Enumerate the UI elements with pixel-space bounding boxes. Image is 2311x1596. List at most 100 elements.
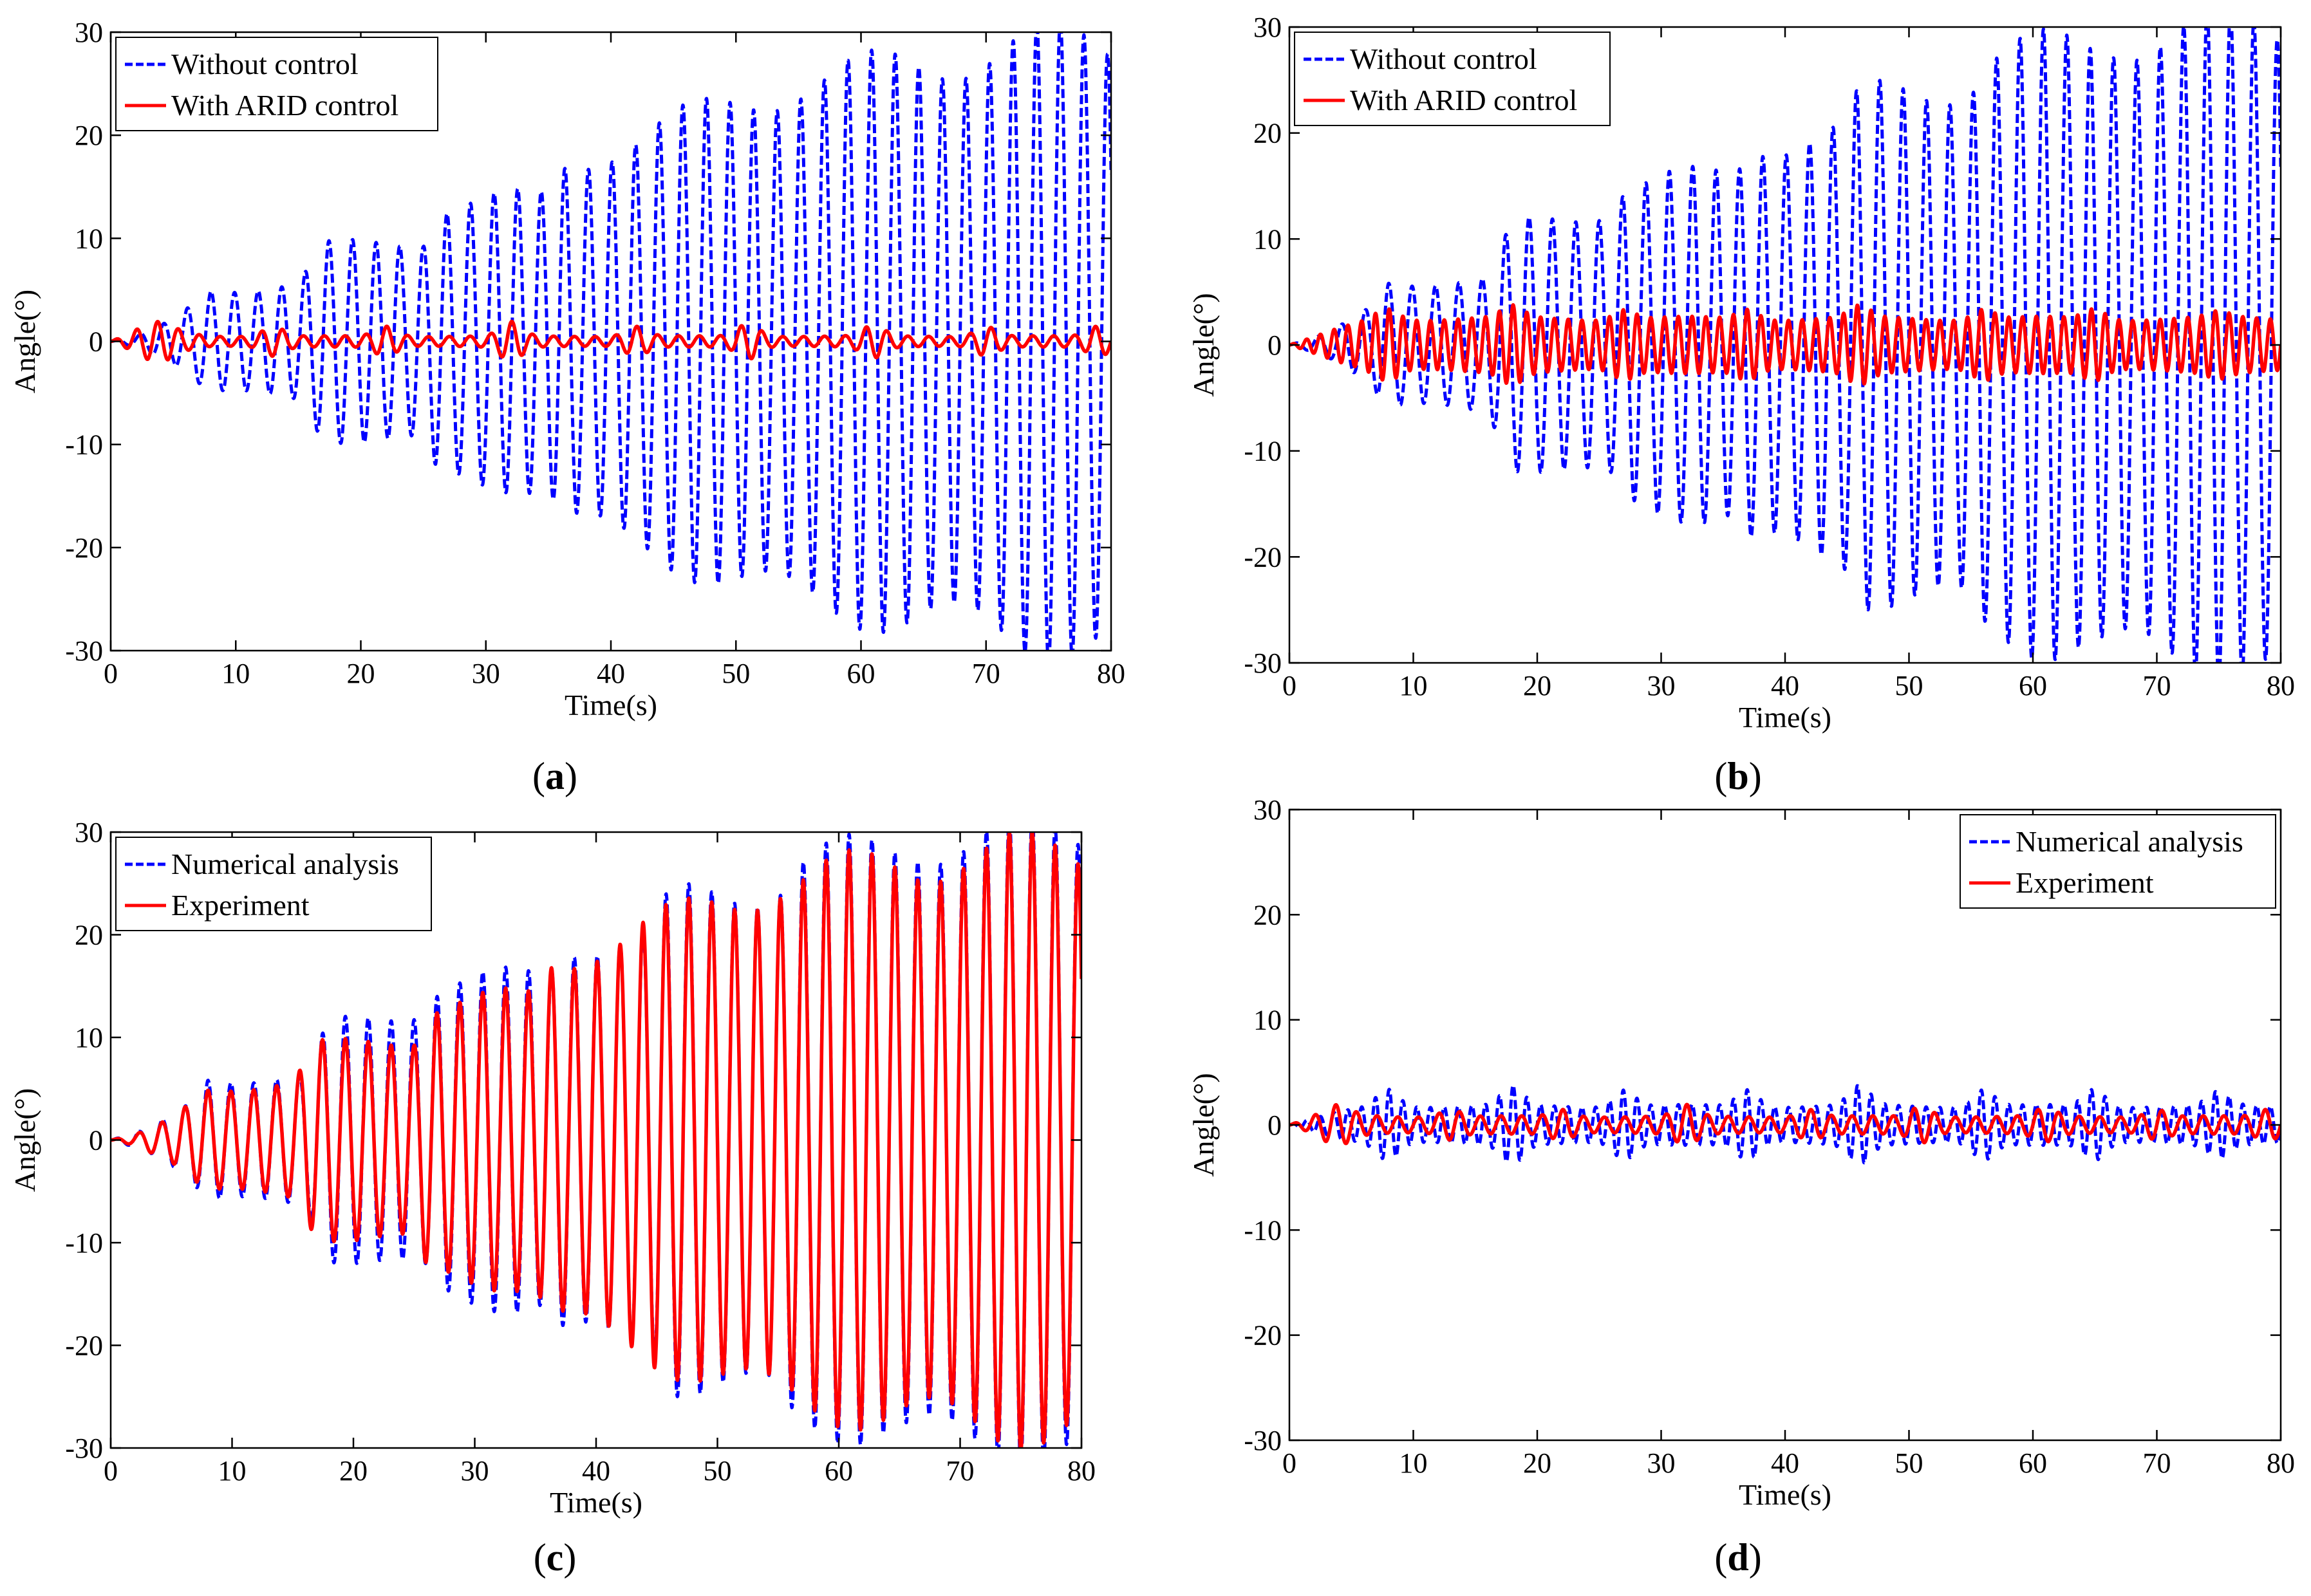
- y-tick-label: -10: [1244, 436, 1282, 467]
- y-tick-label: 0: [89, 326, 103, 358]
- x-tick-label: 10: [1399, 670, 1428, 701]
- panel-caption: (b): [1714, 755, 1761, 797]
- chart-panel-3: 0 10 20 30 40 50 60 70 80 -30 -20 -10 0 10 20 30 Time(s)…: [8, 817, 1096, 1579]
- plot-area: [1289, 27, 2281, 663]
- y-tick-label: 30: [1253, 12, 1282, 43]
- x-tick-label: 10: [1399, 1447, 1428, 1479]
- legend-entry: With ARID control: [171, 89, 398, 122]
- y-tick-label: -30: [1244, 1425, 1282, 1456]
- legend-box: [1294, 32, 1611, 126]
- y-tick-label: 30: [75, 817, 103, 848]
- legend: Numerical analysis Experiment: [1960, 814, 2276, 909]
- y-tick-label: 10: [1253, 223, 1282, 255]
- legend-entry: Without control: [1350, 42, 1537, 75]
- y-tick-label: -30: [1244, 647, 1282, 679]
- series-line-1: [1289, 27, 2281, 663]
- x-tick-label: 50: [1895, 1447, 1923, 1479]
- y-tick-label: 20: [75, 920, 103, 951]
- chart-panel-1: 0 10 20 30 40 50 60 70 80 -30 -20 -10 0 10 20 30 Time(s)…: [8, 17, 1125, 797]
- x-axis-label: Time(s): [1739, 1478, 1831, 1511]
- x-tick-label: 40: [1771, 670, 1799, 701]
- x-tick-label: 80: [1097, 658, 1125, 689]
- x-tick-label: 50: [704, 1455, 732, 1487]
- x-tick-label: 60: [847, 658, 875, 689]
- x-tick-label: 10: [221, 658, 250, 689]
- series-line-2: [1289, 303, 2281, 386]
- legend-entry: Experiment: [171, 889, 310, 922]
- x-tick-label: 30: [1647, 670, 1676, 701]
- panel-caption: (d): [1714, 1536, 1761, 1579]
- x-tick-label: 60: [825, 1455, 853, 1487]
- y-tick-label: -20: [65, 532, 103, 564]
- y-tick-label: 20: [1253, 899, 1282, 931]
- x-tick-label: 10: [218, 1455, 247, 1487]
- y-tick-label: 30: [1253, 794, 1282, 826]
- legend-entry: Numerical analysis: [2016, 825, 2243, 858]
- legend-entry: Experiment: [2016, 866, 2154, 899]
- series-line-2: [111, 319, 1111, 362]
- y-tick-label: 30: [75, 17, 103, 48]
- x-tick-label: 0: [104, 658, 118, 689]
- legend-entry: Without control: [171, 48, 359, 80]
- y-axis-label: Angle(°): [1187, 1073, 1220, 1176]
- x-tick-label: 0: [1282, 1447, 1296, 1479]
- x-tick-label: 60: [2019, 670, 2047, 701]
- x-tick-label: 30: [461, 1455, 489, 1487]
- legend-box: [1960, 814, 2276, 909]
- x-tick-label: 30: [472, 658, 500, 689]
- y-tick-label: 10: [75, 223, 103, 254]
- x-axis-label: Time(s): [1739, 701, 1831, 734]
- x-tick-label: 60: [2019, 1447, 2047, 1479]
- series-line-2: [1289, 1102, 2281, 1146]
- y-tick-label: -30: [65, 635, 103, 667]
- x-tick-label: 20: [339, 1455, 368, 1487]
- y-axis-label: Angle(°): [8, 290, 41, 393]
- x-tick-label: 0: [104, 1455, 118, 1487]
- y-tick-label: 0: [1268, 1109, 1282, 1141]
- x-tick-label: 50: [722, 658, 750, 689]
- y-tick-label: 20: [1253, 118, 1282, 149]
- legend-entry: Numerical analysis: [171, 848, 399, 880]
- legend: Without control With ARID control: [1294, 32, 1611, 126]
- plot-area: [111, 32, 1111, 651]
- y-tick-label: 10: [75, 1022, 103, 1053]
- y-tick-label: -10: [65, 429, 103, 461]
- y-axis-label: Angle(°): [1187, 293, 1220, 396]
- y-axis-label: Angle(°): [8, 1088, 41, 1192]
- panel-caption: (c): [534, 1536, 577, 1579]
- x-tick-label: 20: [1523, 1447, 1551, 1479]
- legend-box: [115, 837, 432, 931]
- chart-panel-4: 0 10 20 30 40 50 60 70 80 -30 -20 -10 0 10 20 30 Time(s)…: [1187, 794, 2295, 1579]
- legend-box: [115, 37, 438, 131]
- series-line-2: [111, 832, 1081, 1448]
- x-tick-label: 40: [597, 658, 625, 689]
- y-tick-label: 10: [1253, 1005, 1282, 1036]
- plot-area: [1289, 1083, 2281, 1165]
- x-tick-label: 70: [972, 658, 1000, 689]
- legend-entry: With ARID control: [1350, 84, 1577, 116]
- x-tick-label: 80: [2267, 1447, 2295, 1479]
- x-tick-label: 70: [946, 1455, 975, 1487]
- y-tick-label: -10: [1244, 1214, 1282, 1246]
- x-tick-label: 20: [1523, 670, 1551, 701]
- x-tick-label: 50: [1895, 670, 1923, 701]
- x-tick-label: 80: [2267, 670, 2295, 701]
- y-tick-label: -20: [1244, 541, 1282, 573]
- chart-panel-2: 0 10 20 30 40 50 60 70 80 -30 -20 -10 0 10 20 30 Time(s)…: [1187, 12, 2295, 797]
- x-axis-label: Time(s): [565, 689, 657, 721]
- x-tick-label: 70: [2143, 670, 2171, 701]
- legend: Numerical analysis Experiment: [115, 837, 432, 931]
- plot-area: [111, 832, 1081, 1448]
- x-tick-label: 80: [1067, 1455, 1096, 1487]
- x-axis-label: Time(s): [550, 1486, 642, 1519]
- x-tick-label: 20: [347, 658, 375, 689]
- x-tick-label: 40: [1771, 1447, 1799, 1479]
- x-tick-label: 40: [582, 1455, 610, 1487]
- x-tick-label: 30: [1647, 1447, 1676, 1479]
- x-tick-label: 0: [1282, 670, 1296, 701]
- y-tick-label: -20: [65, 1330, 103, 1362]
- x-tick-label: 70: [2143, 1447, 2171, 1479]
- y-tick-label: -10: [65, 1227, 103, 1259]
- y-tick-label: 20: [75, 120, 103, 151]
